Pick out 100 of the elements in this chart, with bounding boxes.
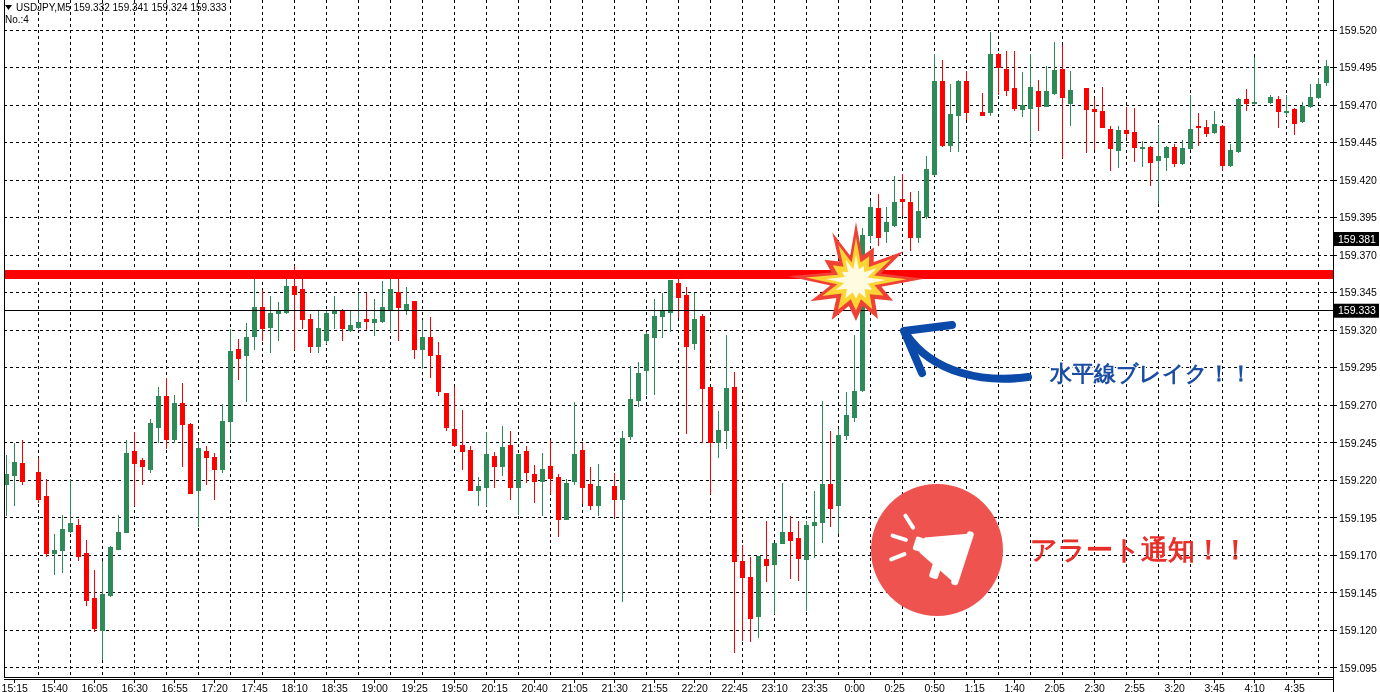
candlestick	[84, 539, 90, 607]
candlestick	[12, 442, 18, 507]
candlestick	[516, 454, 522, 516]
candlestick	[20, 439, 26, 486]
y-tick-label: 159.295	[1339, 361, 1378, 374]
candlestick	[1228, 143, 1234, 168]
y-tick-label: 159.195	[1339, 511, 1378, 524]
x-tick-label: 16:05	[81, 681, 108, 692]
candlestick	[268, 295, 274, 354]
x-tick-label: 3:20	[1164, 681, 1186, 692]
candlestick	[492, 451, 498, 489]
x-tick-label: 15:15	[1, 681, 28, 692]
candlestick	[308, 313, 314, 354]
candlestick	[388, 277, 394, 333]
x-tick-label: 23:35	[801, 681, 828, 692]
x-tick-label: 19:25	[401, 681, 428, 692]
candlestick	[524, 445, 530, 484]
candlestick	[628, 365, 634, 441]
candlestick	[812, 490, 818, 559]
candlestick	[116, 514, 122, 550]
candlestick	[948, 83, 954, 153]
candlestick	[996, 52, 1002, 96]
candlestick	[1164, 145, 1170, 172]
candlestick	[452, 386, 458, 448]
candlestick	[1276, 95, 1282, 129]
candlestick	[644, 331, 650, 396]
candlestick	[1108, 125, 1114, 172]
candlestick	[588, 466, 594, 511]
candlestick	[1244, 88, 1250, 112]
candlestick	[196, 442, 202, 528]
candlestick	[572, 401, 578, 486]
candlestick	[444, 392, 450, 432]
y-tick-label: 159.320	[1339, 323, 1378, 336]
candlestick	[876, 193, 882, 247]
candlestick	[940, 59, 946, 148]
candlestick	[36, 457, 42, 504]
candlestick	[1052, 41, 1058, 96]
x-tick-label: 0:50	[924, 681, 946, 692]
candlestick	[348, 310, 354, 333]
y-tick-label: 159.270	[1339, 398, 1378, 411]
x-tick-label: 19:00	[361, 681, 388, 692]
x-tick-label: 2:55	[1124, 681, 1146, 692]
x-tick-label: 20:40	[521, 681, 548, 692]
candlestick	[1188, 94, 1194, 151]
candlestick	[780, 482, 786, 544]
annotation: 水平線ブレイク！！	[1049, 361, 1252, 386]
candlestick	[428, 316, 434, 379]
x-tick-label: 2:05	[1044, 681, 1066, 692]
candlestick	[556, 473, 562, 538]
candlestick	[1292, 107, 1298, 136]
candlestick	[1220, 124, 1226, 172]
candlestick	[964, 70, 970, 121]
y-tick-label: 159.120	[1339, 624, 1378, 637]
text: No.:4	[5, 14, 30, 25]
candlestick	[684, 286, 690, 435]
x-tick-label: 4:10	[1244, 681, 1266, 692]
candlestick	[1124, 106, 1130, 139]
candlestick	[796, 520, 802, 582]
candlestick	[1044, 65, 1050, 108]
x-tick-label: 0:00	[844, 681, 866, 692]
candlestick	[804, 520, 810, 612]
candlestick	[596, 463, 602, 517]
candlestick	[252, 277, 258, 351]
candlestick	[708, 386, 714, 495]
x-tick-label: 2:30	[1084, 681, 1106, 692]
candlestick	[500, 425, 506, 477]
x-tick-label: 1:15	[964, 681, 986, 692]
candlestick	[276, 301, 282, 342]
candlestick	[908, 191, 914, 252]
candlestick	[852, 334, 858, 423]
candlestick	[380, 280, 386, 324]
candlestick	[260, 289, 266, 342]
candlestick	[324, 310, 330, 345]
x-tick-label: 17:20	[201, 681, 228, 692]
y-tick-label: 159.345	[1339, 286, 1378, 299]
candlestick	[1180, 139, 1186, 166]
candlestick	[412, 301, 418, 360]
candlestick	[932, 53, 938, 177]
candlestick	[316, 310, 322, 354]
candlestick	[564, 478, 570, 520]
candlestick	[828, 430, 834, 528]
y-tick-label: 159.095	[1339, 661, 1378, 674]
candlestick	[732, 371, 738, 654]
x-tick-label: 21:55	[641, 681, 668, 692]
candlestick	[580, 442, 586, 505]
candlestick	[476, 476, 482, 507]
candlestick	[1100, 86, 1106, 129]
candlestick	[788, 515, 794, 580]
candlestick	[1068, 70, 1074, 127]
candlestick	[44, 478, 50, 558]
y-tick-label: 159.145	[1339, 586, 1378, 599]
candlestick	[1236, 97, 1242, 154]
x-tick-label: 18:35	[321, 681, 348, 692]
candlestick	[660, 292, 666, 339]
candlestick	[76, 518, 82, 562]
candlestick	[764, 520, 770, 583]
candlestick	[1172, 143, 1178, 168]
candlestick	[156, 386, 162, 444]
y-tick-label: 159.170	[1339, 549, 1378, 562]
candlestick	[1204, 119, 1210, 138]
